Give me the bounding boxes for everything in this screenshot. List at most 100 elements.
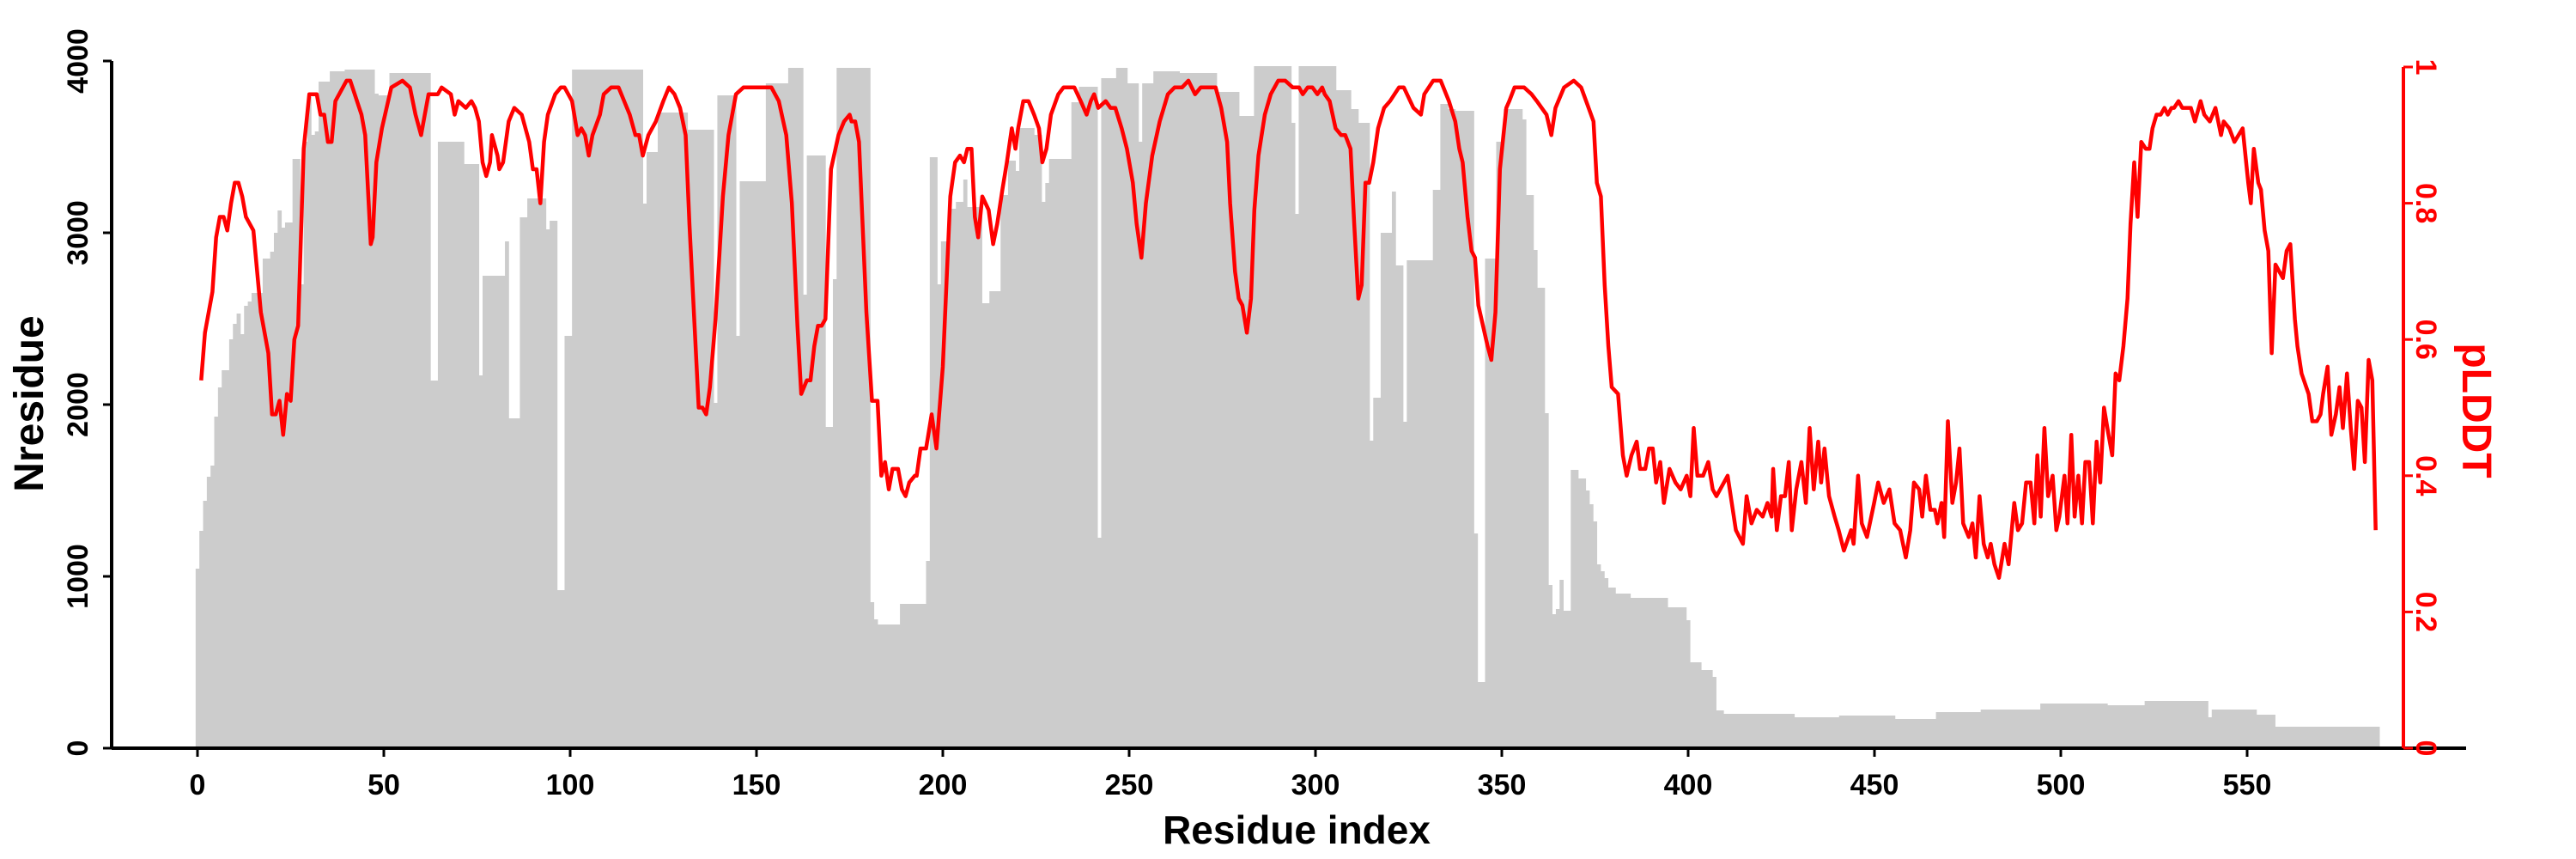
bar [568,336,573,748]
bar [612,70,617,748]
bar [1577,478,1583,748]
bar [2055,704,2060,748]
bar [1809,717,1814,748]
bar [337,71,342,748]
bar [1801,717,1807,748]
bar [1090,87,1095,748]
bar [1432,190,1437,748]
bar [284,222,289,748]
bar [1142,83,1146,748]
bar [1518,109,1523,748]
bar [217,387,222,748]
bar [945,241,949,748]
bar [605,70,610,748]
bar [1239,116,1243,748]
bar [1254,66,1259,748]
bar [564,336,569,748]
bar [508,418,513,748]
bar [1268,66,1273,748]
bar [1037,135,1042,748]
y2-tick-label: 0.6 [2409,320,2442,360]
bar [706,130,711,748]
bar [2267,715,2272,748]
bar [970,207,975,748]
bar [989,291,993,748]
bar [1440,104,1445,748]
bar [464,164,469,748]
bar [1679,607,1683,748]
bar [225,370,230,748]
bar [1123,68,1128,748]
bar [1138,142,1143,748]
bar [1504,109,1508,748]
bar [2330,727,2336,748]
bar [609,70,614,748]
bar [1775,714,1780,748]
bar [531,198,536,748]
bar [542,198,547,748]
bar [878,624,882,748]
bar [1816,717,1821,748]
bar [1004,195,1009,748]
bar [1943,712,1948,748]
bar [598,70,603,748]
bar [2069,704,2075,748]
bar [236,314,241,748]
x-tick-label: 350 [1478,769,1527,801]
bar [836,68,841,748]
bar [1459,111,1463,748]
bar [2182,701,2186,748]
bar [601,70,606,748]
bar [717,95,722,748]
plddt-line [199,78,2378,581]
bar [1328,66,1333,748]
bar [1273,66,1277,748]
bar [1012,161,1017,748]
bar [579,70,584,748]
bar [1656,598,1661,748]
bar [631,70,636,748]
bar [1749,714,1754,748]
bar [1164,71,1169,748]
bar [1697,662,1702,748]
bar [665,113,670,748]
bar [1701,670,1705,748]
bar [1451,109,1456,748]
bar [978,207,982,748]
bar [1876,716,1880,748]
bar [1779,714,1784,748]
bar [262,259,267,748]
bar [2085,704,2089,748]
bar [821,155,826,748]
bar [948,209,953,748]
bar [1056,159,1061,748]
bar [1947,712,1952,748]
bar [1402,422,1407,748]
bar [255,293,260,748]
bar [1790,714,1795,748]
bar [1060,159,1065,748]
bar [1999,710,2004,748]
bar [1671,607,1676,748]
bar [889,624,893,748]
bar [1212,73,1218,748]
bar [1179,73,1184,748]
bar [1961,712,1966,748]
bar [1071,102,1076,748]
bar [1235,92,1240,748]
bar [974,207,979,748]
bar [2096,704,2100,748]
bar [367,70,372,748]
bar [691,130,696,748]
bar [817,155,823,748]
bar [1973,712,1978,748]
bar [206,477,211,748]
y2-tick-label: 0.2 [2409,592,2442,632]
bar [762,181,767,748]
bar [683,113,689,748]
bar [2300,727,2306,748]
bar [1905,719,1911,748]
bar [214,417,219,748]
bar [750,181,756,748]
bar [803,295,807,748]
